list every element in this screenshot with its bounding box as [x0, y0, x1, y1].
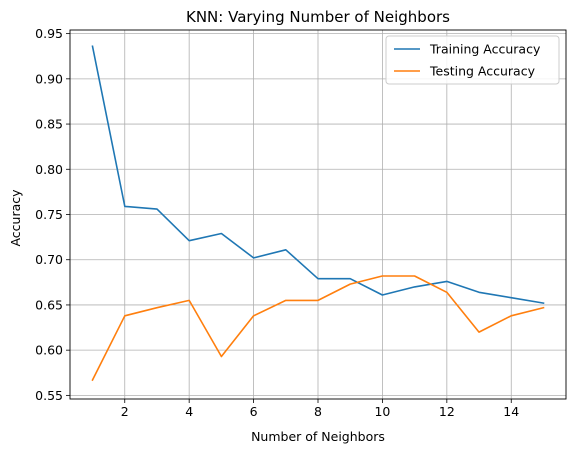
- x-tick-label: 14: [503, 404, 519, 419]
- y-tick-label: 0.80: [35, 162, 63, 177]
- series-line-testing: [91, 275, 545, 382]
- series-line-training: [91, 45, 545, 305]
- grid: [70, 30, 566, 399]
- legend: Training Accuracy Testing Accuracy: [385, 35, 560, 85]
- legend-entry-label: Testing Accuracy: [429, 64, 536, 79]
- y-tick-label: 0.85: [35, 117, 63, 132]
- legend-box: [385, 35, 560, 85]
- legend-entry-label: Training Accuracy: [429, 42, 541, 57]
- y-tick-label: 0.95: [35, 26, 63, 41]
- x-tick-label: 12: [439, 404, 455, 419]
- x-tick-label: 6: [250, 404, 258, 419]
- y-tick-label: 0.65: [35, 297, 63, 312]
- y-tick-label: 0.60: [35, 343, 63, 358]
- y-tick-label: 0.55: [35, 388, 63, 403]
- y-tick-label: 0.90: [35, 71, 63, 86]
- x-axis-label: Number of Neighbors: [251, 429, 385, 444]
- y-tick-label: 0.70: [35, 252, 63, 267]
- x-tick-label: 10: [374, 404, 390, 419]
- series-layer: [91, 45, 545, 382]
- x-ticks: 2 4 6 8 10 12 14: [121, 399, 519, 419]
- y-axis-label: Accuracy: [8, 189, 23, 247]
- y-ticks: 0.55 0.60 0.65 0.70 0.75 0.80 0.85 0.90 0.95: [35, 26, 70, 403]
- x-tick-label: 4: [185, 404, 193, 419]
- x-tick-label: 2: [121, 404, 129, 419]
- y-tick-label: 0.75: [35, 207, 63, 222]
- chart-title: KNN: Varying Number of Neighbors: [186, 8, 450, 26]
- x-tick-label: 8: [314, 404, 322, 419]
